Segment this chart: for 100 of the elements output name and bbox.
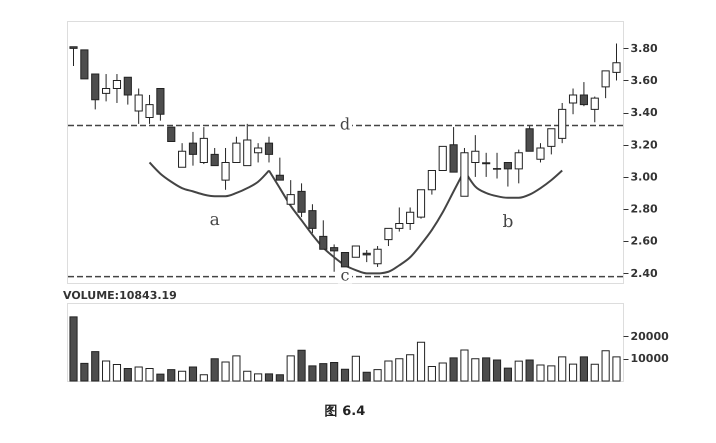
bar bbox=[373, 369, 382, 382]
bar bbox=[145, 368, 154, 382]
bar bbox=[450, 357, 458, 382]
bar bbox=[156, 374, 164, 382]
candlestick bbox=[178, 142, 186, 168]
bar bbox=[471, 358, 480, 382]
bar bbox=[395, 358, 404, 382]
bar bbox=[438, 362, 447, 382]
bar bbox=[568, 364, 578, 382]
candlestick bbox=[102, 74, 110, 102]
bar bbox=[124, 368, 132, 382]
bar bbox=[297, 350, 306, 382]
bar bbox=[580, 356, 588, 382]
candlestick bbox=[514, 149, 523, 184]
candlestick bbox=[69, 46, 78, 67]
y-tick-label: 3.60 bbox=[630, 74, 658, 87]
candlestick bbox=[406, 206, 414, 230]
bar bbox=[102, 360, 110, 382]
candlestick bbox=[134, 88, 143, 124]
bar bbox=[547, 365, 556, 382]
candlestick bbox=[362, 250, 371, 263]
candlestick bbox=[221, 147, 230, 190]
candlestick bbox=[286, 180, 295, 205]
candlestick bbox=[264, 136, 274, 163]
bar bbox=[330, 362, 338, 382]
candlestick bbox=[308, 204, 317, 234]
bar bbox=[167, 369, 176, 382]
y-tick-label: 20000 bbox=[630, 330, 670, 343]
y-tick-label: 3.80 bbox=[630, 42, 658, 55]
bar bbox=[254, 373, 262, 382]
bar bbox=[243, 370, 252, 382]
bar bbox=[612, 356, 621, 382]
bar bbox=[340, 368, 350, 382]
candlestick bbox=[340, 252, 350, 268]
bar bbox=[308, 365, 317, 382]
candlestick bbox=[471, 134, 480, 178]
bar bbox=[264, 373, 274, 382]
bar bbox=[492, 360, 502, 382]
bar bbox=[210, 358, 219, 382]
candlestick bbox=[547, 128, 556, 155]
bar bbox=[428, 366, 436, 382]
bar bbox=[352, 356, 360, 382]
bar bbox=[526, 360, 534, 382]
bar bbox=[134, 366, 143, 382]
candlestick bbox=[395, 206, 404, 232]
candlestick bbox=[428, 170, 436, 196]
y-tick-label: 2.80 bbox=[630, 202, 658, 216]
bar bbox=[319, 363, 328, 382]
candlestick bbox=[602, 70, 610, 99]
candlestick bbox=[373, 246, 382, 268]
y-tick-label: 3.20 bbox=[630, 138, 658, 152]
candlestick bbox=[612, 43, 621, 81]
bar bbox=[178, 370, 186, 382]
candlestick bbox=[504, 162, 512, 188]
y-tick-label: 10000 bbox=[630, 352, 670, 366]
y-tick-label: 2.40 bbox=[630, 266, 658, 280]
series-label: a bbox=[210, 210, 220, 230]
series-label: b bbox=[502, 212, 514, 232]
candlestick bbox=[568, 88, 578, 115]
candlestick bbox=[319, 220, 328, 250]
bar bbox=[384, 360, 393, 382]
bar bbox=[80, 362, 88, 382]
bar bbox=[221, 362, 230, 382]
bar bbox=[232, 355, 240, 382]
bar bbox=[514, 360, 523, 382]
bar bbox=[91, 351, 100, 382]
bar bbox=[188, 366, 198, 382]
bar bbox=[286, 355, 295, 382]
y-tick-label: 2.60 bbox=[630, 234, 658, 248]
bar bbox=[558, 356, 566, 382]
bar bbox=[112, 364, 122, 382]
ref-line-label: d bbox=[340, 114, 350, 134]
candlestick bbox=[536, 142, 545, 163]
bar bbox=[602, 350, 610, 382]
bar bbox=[406, 354, 414, 382]
candlestick bbox=[210, 147, 219, 166]
bar bbox=[69, 316, 78, 382]
candlestick bbox=[145, 94, 154, 124]
candlestick bbox=[188, 131, 198, 166]
candlestick bbox=[254, 142, 262, 163]
bar bbox=[362, 372, 371, 382]
candlestick bbox=[384, 228, 393, 247]
candlestick bbox=[112, 74, 122, 104]
y-tick-label: 3.00 bbox=[630, 170, 658, 184]
candlestick bbox=[297, 182, 306, 218]
candlestick bbox=[352, 246, 360, 258]
caption: 图 6.4 bbox=[324, 404, 366, 419]
candlestick bbox=[124, 76, 132, 106]
bar bbox=[504, 368, 512, 382]
bar bbox=[200, 374, 208, 382]
candlestick bbox=[492, 152, 502, 180]
bar bbox=[276, 374, 284, 382]
bar bbox=[536, 364, 545, 382]
y-tick-label: 3.40 bbox=[630, 106, 658, 120]
candlestick bbox=[232, 136, 240, 163]
bar bbox=[590, 364, 599, 382]
ref-line-label: c bbox=[340, 266, 350, 285]
bar bbox=[416, 342, 426, 382]
candlestick bbox=[580, 82, 588, 107]
bar bbox=[460, 350, 469, 382]
